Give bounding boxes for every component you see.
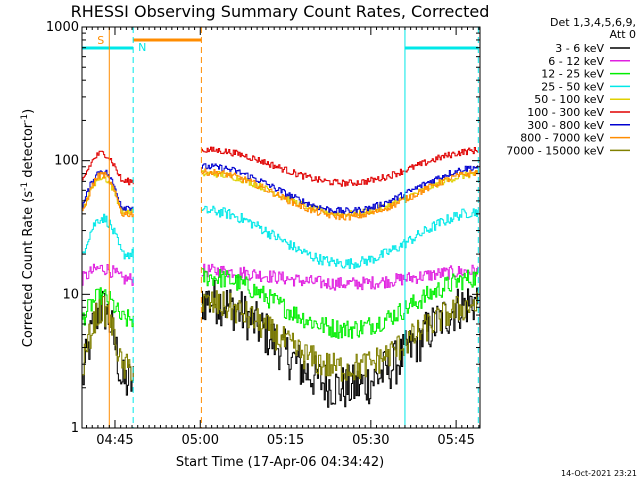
chart-title: RHESSI Observing Summary Count Rates, Co… [71,2,490,21]
x-tick-label: 05:45 [437,433,474,448]
legend-label: 7000 - 15000 keV [506,144,604,157]
y-tick-label: 100 [54,154,79,169]
y-tick-label: 10 [62,287,79,302]
legend-label: 100 - 300 keV [527,106,604,119]
series-line [201,279,479,408]
series-line [82,171,134,218]
legend-label: 25 - 50 keV [541,80,604,93]
legend-label: 6 - 12 keV [548,55,604,68]
legend-header: Det 1,3,4,5,6,9, [550,16,636,29]
x-tick-label: 05:30 [352,433,389,448]
series-line [201,163,479,214]
orbit-overlays: SN [82,27,479,428]
timestamp-footer: 14-Oct-2021 23:21 [561,469,637,478]
y-tick-label: 1 [71,421,79,436]
plot-frame [81,26,481,429]
legend-label: 800 - 7000 keV [520,132,604,145]
saa-label: S [97,34,104,47]
y-tick-label: 1000 [46,20,79,35]
night-label: N [138,41,146,54]
x-axis: 04:45 05:00 05:15 05:30 05:45 [86,27,480,448]
series-line [201,168,479,221]
series-line [82,296,134,382]
series-traces [82,146,479,408]
legend-label: 12 - 25 keV [541,68,604,81]
series-line [82,263,134,286]
x-tick-label: 05:00 [182,433,219,448]
x-axis-label: Start Time (17-Apr-06 04:34:42) [176,455,384,470]
series-line [82,213,134,260]
series-line [82,150,134,186]
y-axis: 1 10 100 1000 [46,20,480,436]
legend-label: 300 - 800 keV [527,119,604,132]
series-line [201,205,479,269]
series-line [82,287,134,328]
x-tick-label: 05:15 [267,433,304,448]
series-line [201,146,479,187]
series-line [201,263,479,291]
legend-header-att: Att 0 [610,28,636,41]
series-line [201,290,479,382]
series-line [201,170,479,217]
series-line [201,268,479,339]
legend-label: 3 - 6 keV [555,42,604,55]
y-axis-label: Corrected Count Rate (s-1 detector-1) [20,109,36,347]
legend-label: 50 - 100 keV [534,93,604,106]
x-tick-label: 04:45 [96,433,133,448]
